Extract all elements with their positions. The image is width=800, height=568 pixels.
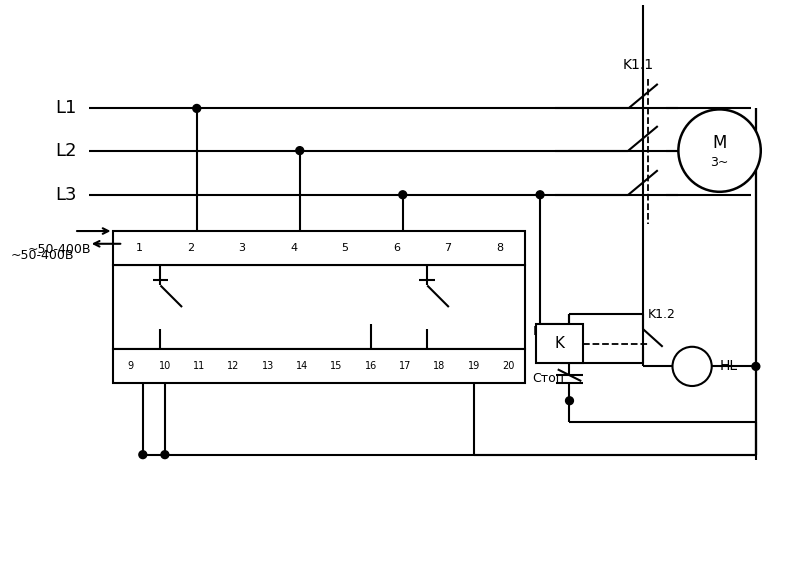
Text: 9: 9 (127, 361, 134, 371)
Text: K1.2: K1.2 (648, 308, 676, 321)
Text: 14: 14 (296, 361, 308, 371)
Text: 20: 20 (502, 361, 514, 371)
Text: K: K (554, 336, 565, 352)
Circle shape (678, 110, 761, 192)
Text: 19: 19 (468, 361, 480, 371)
Text: L1: L1 (56, 99, 77, 118)
Text: M: M (712, 133, 726, 152)
Text: L3: L3 (55, 186, 77, 204)
Circle shape (536, 191, 544, 199)
Text: 3~: 3~ (710, 156, 729, 169)
Circle shape (139, 451, 146, 458)
Text: HL: HL (719, 360, 738, 373)
Text: 15: 15 (330, 361, 342, 371)
Text: ~50-400В: ~50-400В (10, 249, 74, 262)
Text: 13: 13 (262, 361, 274, 371)
Text: 16: 16 (365, 361, 377, 371)
Text: Пуск: Пуск (534, 324, 565, 337)
Text: 7: 7 (445, 243, 452, 253)
Circle shape (673, 347, 712, 386)
Text: Стоп: Стоп (533, 371, 565, 385)
Text: 4: 4 (290, 243, 297, 253)
Text: 1: 1 (136, 243, 142, 253)
Text: 18: 18 (434, 361, 446, 371)
Text: 3: 3 (238, 243, 246, 253)
Bar (114, 265, 526, 349)
Text: 17: 17 (399, 361, 411, 371)
Text: 5: 5 (342, 243, 349, 253)
Circle shape (399, 191, 406, 199)
Circle shape (752, 362, 760, 370)
Circle shape (296, 147, 304, 154)
Text: 11: 11 (193, 361, 206, 371)
Text: K1.1: K1.1 (622, 58, 654, 72)
Text: 8: 8 (496, 243, 503, 253)
Bar (114, 349, 526, 383)
Circle shape (161, 451, 169, 458)
Circle shape (566, 397, 574, 404)
Bar (536, 324, 583, 364)
Text: ~50-400В: ~50-400В (28, 243, 91, 256)
Text: 6: 6 (393, 243, 400, 253)
Text: 12: 12 (227, 361, 240, 371)
Text: 2: 2 (187, 243, 194, 253)
Bar (114, 231, 526, 265)
Text: L2: L2 (55, 141, 77, 160)
Text: 10: 10 (158, 361, 171, 371)
Circle shape (193, 105, 201, 112)
